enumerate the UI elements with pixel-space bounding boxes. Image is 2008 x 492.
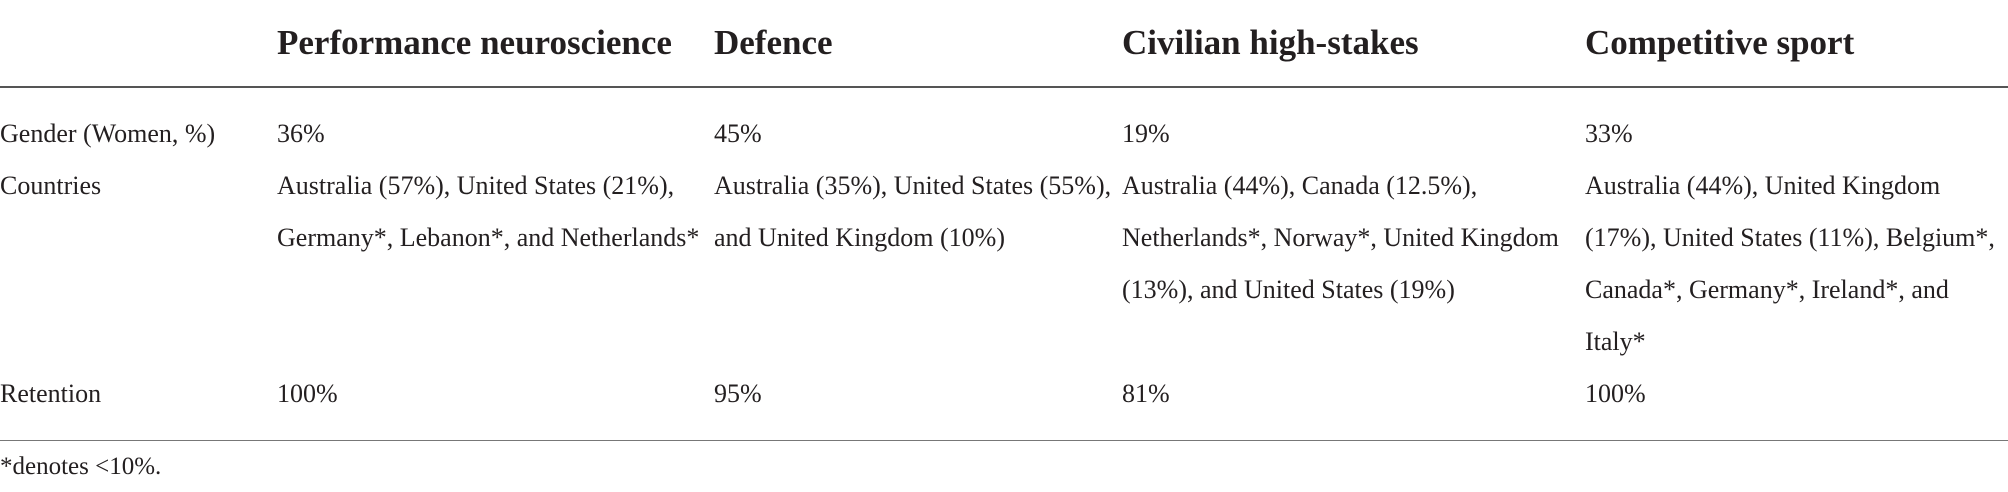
table-cell: 33% bbox=[1585, 119, 1633, 148]
table-cell: 36% bbox=[277, 119, 325, 148]
header-civilian-high-stakes: Civilian high-stakes bbox=[1122, 0, 1585, 88]
table-cell: 95% bbox=[714, 368, 1122, 441]
table-row-gender: Gender (Women, %) 36% 45% 19% 33% bbox=[0, 87, 2008, 160]
table-row-retention: Retention 100% 95% 81% 100% bbox=[0, 368, 2008, 441]
table-cell: 81% bbox=[1122, 368, 1585, 441]
header-performance-neuroscience: Performance neuroscience bbox=[277, 0, 714, 88]
table-footnote: *denotes <10%. bbox=[0, 453, 162, 480]
table-cell: Australia (44%), United Kingdom (17%), U… bbox=[1585, 171, 1995, 356]
header-cell-empty bbox=[0, 0, 277, 88]
row-label: Retention bbox=[0, 368, 277, 441]
table-cell: Australia (35%), United States (55%), an… bbox=[714, 171, 1112, 252]
table-row-countries: Countries Australia (57%), United States… bbox=[0, 160, 2008, 368]
data-table-container: Performance neuroscience Defence Civilia… bbox=[0, 0, 2008, 441]
table-cell: 100% bbox=[1585, 368, 2008, 441]
table-cell: Australia (44%), Canada (12.5%), Netherl… bbox=[1122, 171, 1559, 304]
header-row: Performance neuroscience Defence Civilia… bbox=[0, 0, 2008, 88]
data-table: Performance neuroscience Defence Civilia… bbox=[0, 0, 2008, 441]
table-cell: Australia (57%), United States (21%), Ge… bbox=[277, 171, 700, 252]
table-cell: 100% bbox=[277, 368, 714, 441]
table-cell: 19% bbox=[1122, 119, 1170, 148]
header-competitive-sport: Competitive sport bbox=[1585, 0, 2008, 88]
row-label: Gender (Women, %) bbox=[0, 119, 216, 148]
row-label: Countries bbox=[0, 171, 102, 200]
table-cell: 45% bbox=[714, 119, 762, 148]
header-defence: Defence bbox=[714, 0, 1122, 88]
